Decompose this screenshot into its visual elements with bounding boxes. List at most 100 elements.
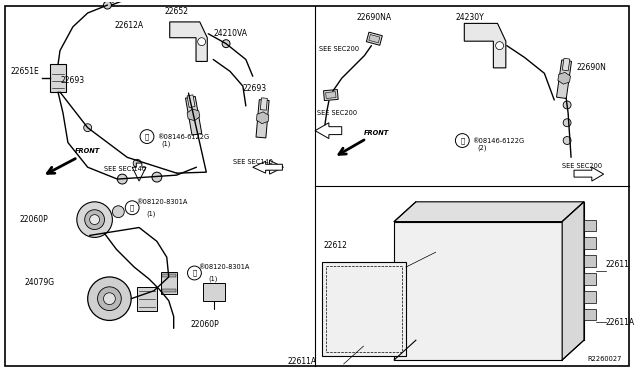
Polygon shape [132,163,146,181]
Bar [584,291,596,303]
Text: FRONT: FRONT [75,148,100,154]
Bar [260,98,268,110]
Text: ®08120-8301A: ®08120-8301A [136,199,188,205]
Text: (1): (1) [162,140,171,147]
Circle shape [77,202,113,237]
Bar [382,292,394,306]
Bar [187,95,195,108]
Circle shape [84,124,92,132]
Polygon shape [257,112,269,124]
Text: 24079G: 24079G [25,278,55,288]
Bar [584,273,596,285]
Text: 22611: 22611 [605,260,630,269]
Polygon shape [558,73,570,84]
Bar [322,262,406,356]
Text: 22060P: 22060P [191,320,220,330]
Circle shape [563,119,571,127]
Polygon shape [574,167,604,181]
Text: 22652: 22652 [164,7,189,16]
Text: 22611A: 22611A [605,318,635,327]
Bar [324,90,338,100]
Polygon shape [170,22,207,61]
Text: SEE SEC200: SEE SEC200 [319,46,359,52]
Text: SEE SEC140: SEE SEC140 [233,159,273,165]
Bar [161,272,177,294]
Text: (1): (1) [208,276,218,282]
Polygon shape [562,202,584,360]
Polygon shape [253,161,282,173]
Text: FRONT: FRONT [364,129,388,135]
Text: 22612A: 22612A [115,21,143,30]
Text: (1): (1) [146,211,156,217]
Circle shape [84,210,104,230]
Text: Ⓑ: Ⓑ [130,205,134,211]
Circle shape [104,293,115,305]
Text: (2): (2) [477,144,486,151]
Bar [557,60,572,99]
Circle shape [456,134,469,147]
Circle shape [125,201,139,215]
Text: 22690N: 22690N [576,63,606,72]
Circle shape [152,172,162,182]
Bar [366,32,382,45]
Circle shape [222,40,230,48]
Bar [382,331,394,345]
Polygon shape [394,202,584,222]
Circle shape [495,42,504,49]
Text: ®08146-6122G: ®08146-6122G [157,134,209,140]
Text: Ⓑ: Ⓑ [460,137,465,144]
Bar [186,96,202,135]
Text: 22612: 22612 [324,241,348,250]
Circle shape [140,130,154,144]
Bar [326,266,402,352]
Circle shape [97,287,122,311]
Circle shape [188,266,202,280]
Text: SEE SEC200: SEE SEC200 [562,163,602,169]
Circle shape [104,1,111,9]
Text: SEE SEC200: SEE SEC200 [317,110,357,116]
Bar [137,287,157,311]
Bar [584,219,596,231]
Text: 24230Y: 24230Y [456,13,484,22]
Bar [584,237,596,249]
Polygon shape [315,123,342,138]
Bar [204,283,225,301]
Bar [382,311,394,326]
Bar [382,272,394,286]
Circle shape [88,277,131,320]
Bar [326,92,336,99]
Polygon shape [266,160,284,174]
Bar [162,289,175,292]
Text: ®08146-6122G: ®08146-6122G [472,138,524,144]
Bar [584,309,596,320]
Text: ®08120-8301A: ®08120-8301A [198,264,250,270]
Bar [50,64,66,92]
Circle shape [198,38,205,46]
Polygon shape [464,23,506,68]
Text: 22611A: 22611A [288,357,317,366]
Text: R2260027: R2260027 [587,356,621,362]
Bar [563,58,570,71]
Circle shape [133,159,141,167]
Text: 24210VA: 24210VA [213,29,247,38]
Text: 22690NA: 22690NA [356,13,392,22]
Bar [584,255,596,267]
Bar [162,274,175,277]
Circle shape [90,215,100,225]
Text: SEE SEC.140: SEE SEC.140 [104,166,147,172]
Text: 22693: 22693 [61,76,84,85]
Bar [394,222,562,360]
Bar [256,100,269,138]
Text: Ⓑ: Ⓑ [192,270,196,276]
Circle shape [113,206,124,218]
Bar [416,202,584,340]
Polygon shape [187,109,200,121]
Circle shape [563,101,571,109]
Text: 22693: 22693 [243,84,267,93]
Text: 22651E: 22651E [11,67,39,76]
Circle shape [563,137,571,144]
Text: Ⓑ: Ⓑ [145,133,149,140]
Bar [369,35,380,43]
Circle shape [117,174,127,184]
Text: 22060P: 22060P [19,215,48,224]
